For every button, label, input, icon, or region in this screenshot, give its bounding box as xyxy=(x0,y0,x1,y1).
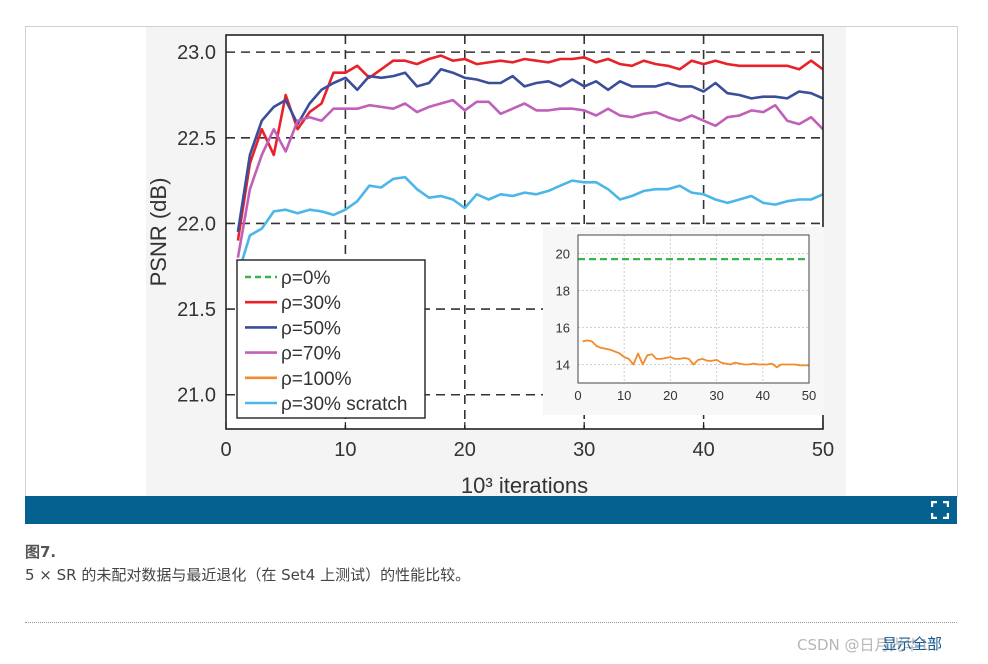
figure-caption-title: 图7. xyxy=(25,543,57,561)
figure-caption-text: 5 × SR 的未配对数据与最近退化（在 Set4 上测试）的性能比较。 xyxy=(25,566,471,584)
inset-x-tick-label: 40 xyxy=(756,388,770,403)
figure-toolbar xyxy=(25,496,957,524)
inset-series-line xyxy=(582,339,809,369)
legend-label: ρ=0% xyxy=(281,268,330,289)
inset-y-tick-label: 18 xyxy=(556,284,570,299)
expand-icon[interactable] xyxy=(931,501,949,519)
x-tick-label: 20 xyxy=(454,439,476,461)
x-tick-label: 0 xyxy=(220,439,231,461)
legend-label: ρ=100% xyxy=(281,369,352,390)
y-tick-label: 22.5 xyxy=(177,128,216,150)
x-tick-label: 50 xyxy=(812,439,834,461)
figure-image: 0 10 20 30 40 50 21.0 21.5 22.0 22.5 23.0 10³ itera… xyxy=(25,26,958,497)
x-axis-label: 10³ iterations xyxy=(461,473,588,497)
x-tick-label: 40 xyxy=(692,439,714,461)
x-tick-label: 10 xyxy=(334,439,356,461)
y-axis-label: PSNR (dB) xyxy=(146,178,171,287)
watermark: CSDN @日月光华11 xyxy=(797,636,939,654)
y-tick-label: 21.0 xyxy=(177,385,216,407)
inset-x-tick-label: 0 xyxy=(574,388,581,403)
y-tick-label: 23.0 xyxy=(177,42,216,64)
show-all-link[interactable]: 显示全部 xyxy=(882,635,943,653)
inset-x-tick-label: 30 xyxy=(709,388,723,403)
divider xyxy=(25,622,957,623)
legend-label: ρ=50% xyxy=(281,318,341,339)
inset-frame xyxy=(577,234,810,384)
series-line xyxy=(236,175,823,276)
legend-label: ρ=70% xyxy=(281,344,341,365)
legend-label: ρ=30% scratch xyxy=(281,394,407,415)
psnr-chart: 0 10 20 30 40 50 21.0 21.5 22.0 22.5 23.0 10³ itera… xyxy=(146,34,834,497)
inset-plot-area xyxy=(578,235,809,383)
inset-x-tick-label: 10 xyxy=(617,388,631,403)
inset-x-tick-label: 20 xyxy=(663,388,677,403)
y-tick-label: 21.5 xyxy=(177,299,216,321)
legend-box xyxy=(236,259,426,419)
inset-x-tick-label: 50 xyxy=(802,388,816,403)
inset-y-tick-label: 16 xyxy=(556,321,570,336)
series-line xyxy=(236,54,823,241)
y-tick-label: 22.0 xyxy=(177,213,216,235)
series-line xyxy=(236,98,823,258)
x-tick-label: 30 xyxy=(573,439,595,461)
legend-label: ρ=30% xyxy=(281,293,341,314)
inset-y-tick-label: 14 xyxy=(556,358,570,373)
series-line xyxy=(236,67,823,233)
inset-y-tick-label: 20 xyxy=(556,247,570,262)
